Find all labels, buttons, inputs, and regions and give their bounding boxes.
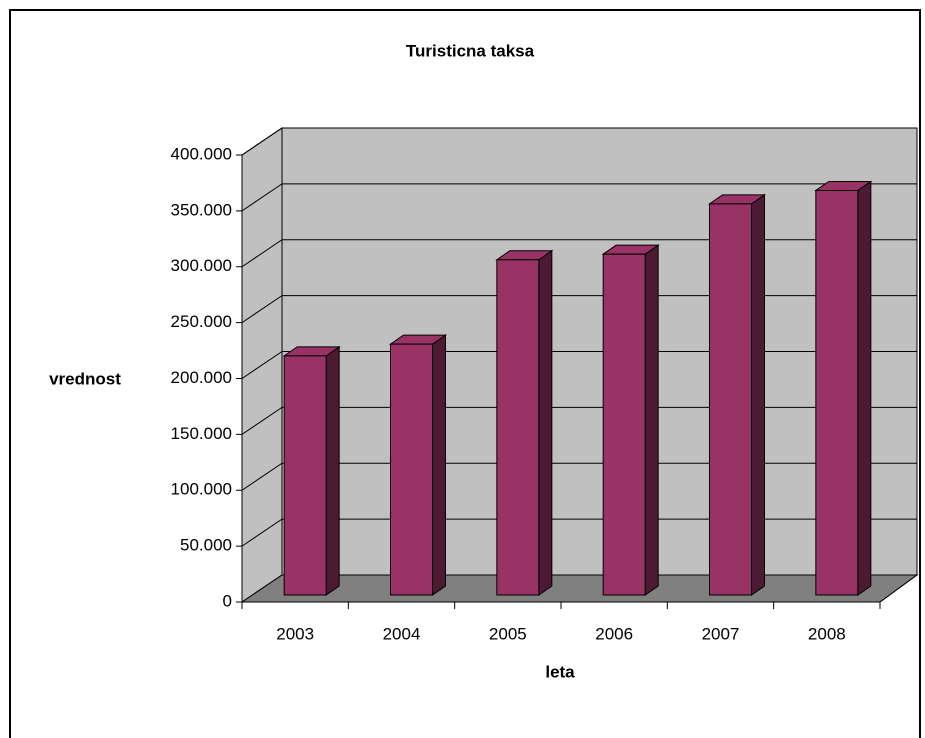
bar [602, 253, 646, 596]
y-tick-label: 0 [223, 591, 232, 610]
x-tick-label: 2006 [595, 624, 633, 643]
x-tick-label: 2008 [808, 624, 846, 643]
y-axis-label: vrednost [49, 369, 121, 388]
y-tick-label: 350.000 [171, 200, 232, 219]
grid-line [241, 351, 283, 379]
bar [390, 343, 433, 596]
y-tick-label: 100.000 [171, 480, 232, 499]
bar-side [325, 345, 340, 596]
chart-title: Turisticna taksa [406, 41, 535, 60]
x-tick-label: 2007 [702, 624, 740, 643]
y-tick-label: 200.000 [171, 368, 232, 387]
grid-line [241, 295, 283, 324]
grid-line [241, 406, 283, 435]
grid-line [241, 127, 283, 156]
grid-line [241, 239, 283, 268]
bar-side [857, 180, 872, 596]
x-axis-depth [879, 574, 918, 603]
x-tick-label: 2003 [276, 624, 314, 643]
x-axis-label: leta [545, 662, 575, 681]
bar-side [432, 334, 446, 596]
grid-line [241, 462, 283, 491]
grid-line [241, 183, 283, 212]
bar [283, 355, 327, 596]
x-tick-label: 2004 [383, 624, 421, 643]
bar [709, 203, 752, 596]
y-tick-label: 50.000 [180, 536, 232, 555]
bar [815, 189, 859, 596]
bar-side [644, 244, 659, 596]
grid-line [241, 518, 283, 547]
x-tick-label: 2005 [489, 624, 527, 643]
bar-side [751, 193, 765, 596]
bar [496, 259, 540, 596]
y-tick-label: 300.000 [171, 256, 232, 275]
y-tick-label: 250.000 [171, 312, 232, 331]
y-tick-label: 400.000 [171, 144, 232, 163]
bar-side [538, 249, 553, 596]
y-tick-label: 150.000 [171, 424, 232, 443]
